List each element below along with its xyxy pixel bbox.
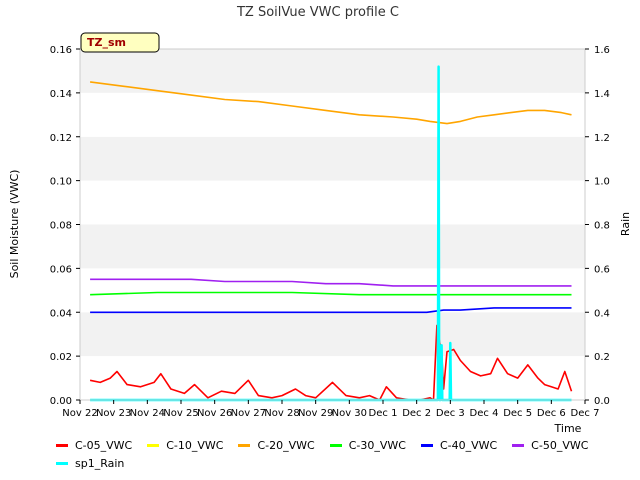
background-band <box>80 312 585 357</box>
y-axis-label: Soil Moisture (VWC) <box>8 170 21 279</box>
legend-swatch <box>56 461 68 465</box>
legend-item: C-30_VWC <box>329 438 406 452</box>
legend-label: C-05_VWC <box>75 438 133 452</box>
legend-item: C-50_VWC <box>512 439 588 452</box>
y-tick-label: 0.08 <box>50 221 72 232</box>
x-tick-label: Nov 24 <box>130 408 165 419</box>
x-tick-label: Dec 6 <box>537 408 566 419</box>
x-tick-label: Nov 22 <box>62 408 97 419</box>
x-tick-label: Nov 27 <box>231 408 266 419</box>
y-tick-label-right: 0.4 <box>594 308 610 319</box>
legend-label: C-10_VWC <box>166 438 224 452</box>
site-label-box: TZ_sm <box>80 32 160 53</box>
x-tick-label: Nov 30 <box>332 408 367 419</box>
legend-label: sp1_Rain <box>75 456 125 470</box>
chart-title: TZ SoilVue VWC profile C <box>236 5 399 20</box>
legend-item: sp1_Rain <box>56 457 124 470</box>
background-band <box>80 224 585 269</box>
y-tick-label-right: 0.2 <box>594 352 610 363</box>
background-bands <box>80 49 585 400</box>
y-tick-label: 0.12 <box>50 133 72 144</box>
x-tick-label: Nov 23 <box>96 408 131 419</box>
x-tick-label: Dec 3 <box>436 408 465 419</box>
legend-item: C-20_VWC <box>238 438 315 452</box>
series-line-c-30-vwc <box>90 291 572 296</box>
series-line-c-50-vwc <box>90 278 572 287</box>
y-tick-label: 0.16 <box>50 45 72 56</box>
y-tick-label: 0.06 <box>50 264 72 275</box>
legend-row: C-05_VWC C-10_VWC C-20_VWC C-30_VWC C-40_VWC… <box>56 436 616 454</box>
background-band <box>80 356 585 400</box>
axes: 0.00 0.02 0.04 0.06 0.08 0.10 0.12 0.14 0.16 0.0 0… <box>50 45 610 419</box>
y-axis-label-right: Rain <box>619 212 632 236</box>
series-line-c-40-vwc <box>90 307 572 314</box>
x-tick-label: Nov 25 <box>163 408 198 419</box>
x-tick-label: Dec 4 <box>470 408 499 419</box>
y-tick-label-right: 0.6 <box>594 264 610 275</box>
site-label-frame <box>80 32 160 53</box>
y-tick-label-right: 1.4 <box>594 89 610 100</box>
legend-swatch <box>329 443 342 447</box>
legend-swatch <box>56 443 68 447</box>
background-band <box>80 268 585 313</box>
x-tick-label: Dec 1 <box>369 408 398 419</box>
legend-label: C-50_VWC <box>531 438 589 452</box>
x-tick-label: Dec 7 <box>571 408 600 419</box>
legend-item: C-10_VWC <box>147 439 223 452</box>
legend-swatch <box>420 443 433 447</box>
x-tick-label: Nov 29 <box>298 408 333 419</box>
legend-swatch <box>238 443 251 447</box>
legend-item: C-05_VWC <box>56 439 132 452</box>
background-band <box>80 92 585 137</box>
y-tick-label: 0.02 <box>50 352 72 363</box>
y-tick-label-right: 1.6 <box>594 45 610 56</box>
legend-item: C-40_VWC <box>420 438 498 452</box>
series-line-c-20-vwc <box>89 81 572 125</box>
x-tick-label: Dec 2 <box>402 408 431 419</box>
series-line-sp1-rain <box>90 65 572 402</box>
y-tick-label-right: 0.0 <box>594 396 610 407</box>
site-label: TZ_sm <box>87 36 126 49</box>
background-band <box>80 49 585 93</box>
y-tick-label: 0.14 <box>50 89 72 100</box>
legend: C-05_VWC C-10_VWC C-20_VWC C-30_VWC C-40_VWC… <box>56 436 616 472</box>
x-tick-label: Nov 26 <box>197 408 232 419</box>
y-tick-label-right: 0.8 <box>594 221 610 232</box>
background-band <box>80 180 585 225</box>
y-tick-label-right: 1.2 <box>594 133 610 144</box>
y-tick-label: 0.10 <box>50 177 72 188</box>
background-band <box>80 136 585 181</box>
x-tick-label: Dec 5 <box>503 408 532 419</box>
legend-swatch <box>512 443 525 447</box>
legend-row: sp1_Rain <box>56 454 616 472</box>
x-axis-label: Time <box>554 422 582 435</box>
y-tick-label-right: 1.0 <box>594 177 610 188</box>
legend-swatch <box>147 443 160 447</box>
y-tick-label: 0.00 <box>50 396 72 407</box>
y-tick-label: 0.04 <box>50 308 72 319</box>
x-tick-label: Nov 28 <box>264 408 299 419</box>
legend-label: C-20_VWC <box>257 438 315 452</box>
legend-label: C-30_VWC <box>348 438 406 452</box>
legend-label: C-40_VWC <box>439 438 498 452</box>
